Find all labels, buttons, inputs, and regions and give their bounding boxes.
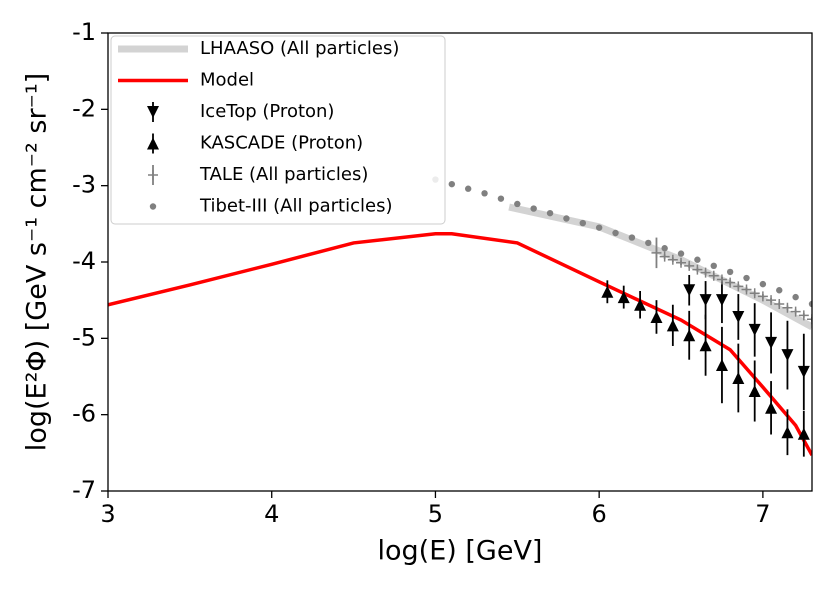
marker [612,229,619,237]
x-axis-label: log(E) [GeV] [378,536,543,567]
y-tick-label: -1 [72,18,96,46]
legend-swatch [149,203,157,210]
marker [715,359,728,372]
marker [797,427,810,440]
marker [748,323,761,336]
marker [676,257,687,268]
marker [748,385,761,398]
marker [781,349,794,362]
legend-label: TALE (All particles) [199,164,368,185]
plot-frame [107,32,813,492]
marker [481,190,488,197]
marker [601,285,614,298]
marker [651,247,662,258]
marker [634,298,647,311]
x-tick-label: 6 [592,500,607,528]
marker [699,339,712,352]
y-axis-label: log(E²Φ) [GeV s⁻¹ cm⁻² sr⁻¹] [22,73,53,451]
marker [708,270,719,281]
legend-box [110,35,446,225]
marker [807,314,812,325]
marker [546,209,554,217]
legend-label: IceTop (Proton) [200,101,334,122]
marker [617,291,630,304]
legend-swatch [147,137,159,150]
marker [741,284,752,295]
marker [732,372,745,385]
legend: LHAASO (All particles) Model IceTop (Proto… [110,35,446,225]
marker [798,310,809,321]
marker [650,310,663,323]
marker [715,294,728,307]
legend-swatch [147,106,159,118]
marker [514,200,521,208]
marker [694,256,701,263]
marker [726,268,734,276]
marker [782,302,793,313]
marker [765,336,778,349]
marker [497,195,505,202]
marker [667,254,678,265]
y-tick-label: -4 [72,247,96,275]
marker [530,205,537,212]
marker [595,224,603,231]
x-tick-label: 3 [100,500,115,528]
marker [699,294,712,307]
marker [732,310,745,323]
marker [797,365,810,378]
marker [716,274,727,285]
marker [448,180,456,188]
x-tick-label: 5 [428,500,443,528]
marker [666,319,679,332]
y-tick-label: -3 [72,171,96,199]
marker [628,234,636,241]
marker [765,401,778,414]
marker [464,185,472,192]
marker [710,262,717,270]
x-tick-label: 4 [264,500,279,528]
marker [792,293,799,301]
x-tick-label: 7 [755,500,770,528]
plot-area [108,176,812,457]
marker [683,329,696,342]
y-tick-label: -7 [72,476,96,504]
marker [766,295,777,306]
y-tick-label: -5 [72,323,96,351]
marker [781,426,794,439]
marker [774,298,785,309]
marker [645,239,652,247]
y-tick-label: -6 [72,400,96,428]
marker [692,264,703,275]
marker [659,251,670,262]
marker [749,288,760,299]
y-tick-label: -2 [72,94,96,122]
marker [579,219,586,227]
marker [684,260,695,271]
legend-swatch [148,170,158,180]
marker [808,300,812,308]
marker [683,284,696,297]
marker [677,250,685,257]
marker [661,245,668,252]
legend-label: KASCADE (Proton) [200,133,363,154]
legend-label: Model [200,70,254,91]
marker [700,267,711,278]
marker [790,306,801,317]
marker [733,281,744,292]
marker [776,287,783,294]
marker [563,215,570,222]
marker [757,291,768,302]
legend-label: LHAASO (All particles) [200,38,399,59]
legend-label: Tibet-III (All particles) [199,196,393,217]
series-line [108,232,812,456]
marker [743,274,750,282]
marker [725,277,736,288]
marker [759,280,767,288]
